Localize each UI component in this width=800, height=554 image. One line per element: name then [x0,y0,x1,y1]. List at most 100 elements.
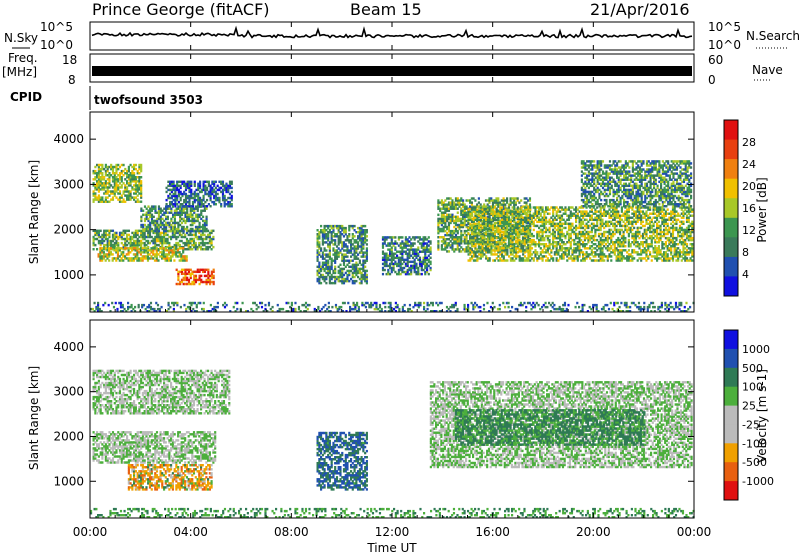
data-cell [173,233,176,237]
data-cell [165,207,168,210]
data-cell [108,165,111,169]
noise-tick-bottom-left: 10^0 [40,38,73,52]
data-cell [513,199,516,202]
data-cell [562,218,565,222]
data-cell [191,239,194,243]
data-cell [476,251,479,254]
data-cell [115,163,118,167]
data-cell [594,210,597,213]
data-cell [111,172,115,175]
data-cell [385,272,388,276]
data-cell [491,205,495,208]
data-cell [103,235,106,239]
data-cell [552,220,555,224]
data-cell [168,257,171,260]
data-cell [474,243,477,246]
data-cell [462,213,465,217]
data-cell [191,237,194,241]
data-cell [131,245,134,249]
data-cell [541,206,544,209]
data-cell [176,184,179,188]
data-cell [337,275,340,279]
data-cell [555,206,558,209]
data-cell [493,236,497,240]
data-cell [193,276,196,280]
data-cell [442,242,445,245]
data-cell [406,256,409,260]
data-cell [553,251,556,254]
data-cell [162,255,165,258]
data-cell [555,214,558,217]
data-cell [453,205,456,208]
data-cell [583,257,586,260]
data-cell [560,255,564,258]
data-cell [545,220,548,224]
data-cell [397,264,400,268]
data-cell [189,272,192,276]
data-cell [469,259,472,262]
data-cell [483,233,486,237]
data-cell [541,238,544,242]
data-cell [439,236,442,239]
data-cell [527,257,530,260]
data-cell [203,229,206,233]
data-cell [197,194,200,198]
data-cell [181,180,184,184]
data-cell [104,165,107,169]
data-cell [610,228,613,232]
data-cell [212,276,215,280]
data-cell [575,232,578,236]
data-cell [592,224,595,228]
data-cell [177,235,180,239]
data-cell [522,212,525,215]
data-cell [518,201,521,204]
data-cell [339,235,342,238]
data-cell [624,241,627,244]
data-cell [335,277,339,281]
data-cell [437,236,440,239]
data-cell [179,211,182,214]
data-cell [493,234,497,238]
data-cell [140,239,143,243]
data-cell [141,257,144,260]
data-cell [397,272,400,276]
data-cell [365,257,368,260]
data-cell [202,215,205,219]
data-cell [576,241,579,244]
data-cell [578,222,581,226]
data-cell [126,190,129,193]
data-cell [550,206,553,209]
data-cell [385,236,388,239]
data-cell [96,231,99,235]
data-cell [560,238,564,242]
data-cell [92,200,95,203]
data-cell [318,263,321,267]
data-cell [182,251,185,254]
data-cell [197,196,200,200]
data-cell [578,241,581,244]
data-cell [454,203,458,206]
data-cell [335,251,339,254]
data-cell [120,259,123,262]
data-cell [444,205,447,208]
data-cell [492,216,495,219]
data-cell [134,180,137,183]
data-cell [525,221,528,225]
data-cell [106,237,109,241]
data-cell [127,247,130,250]
data-cell [469,253,472,256]
data-cell [511,206,514,209]
data-cell [610,234,613,238]
data-cell [479,228,482,232]
data-cell [332,226,335,230]
data-cell [541,251,544,254]
data-cell [203,270,206,274]
data-cell [211,180,214,184]
data-cell [138,163,141,167]
data-cell [364,279,367,283]
data-cell [440,223,443,227]
data-cell [92,198,95,201]
data-cell [180,213,184,217]
data-cell [447,242,451,245]
data-cell [179,203,182,206]
